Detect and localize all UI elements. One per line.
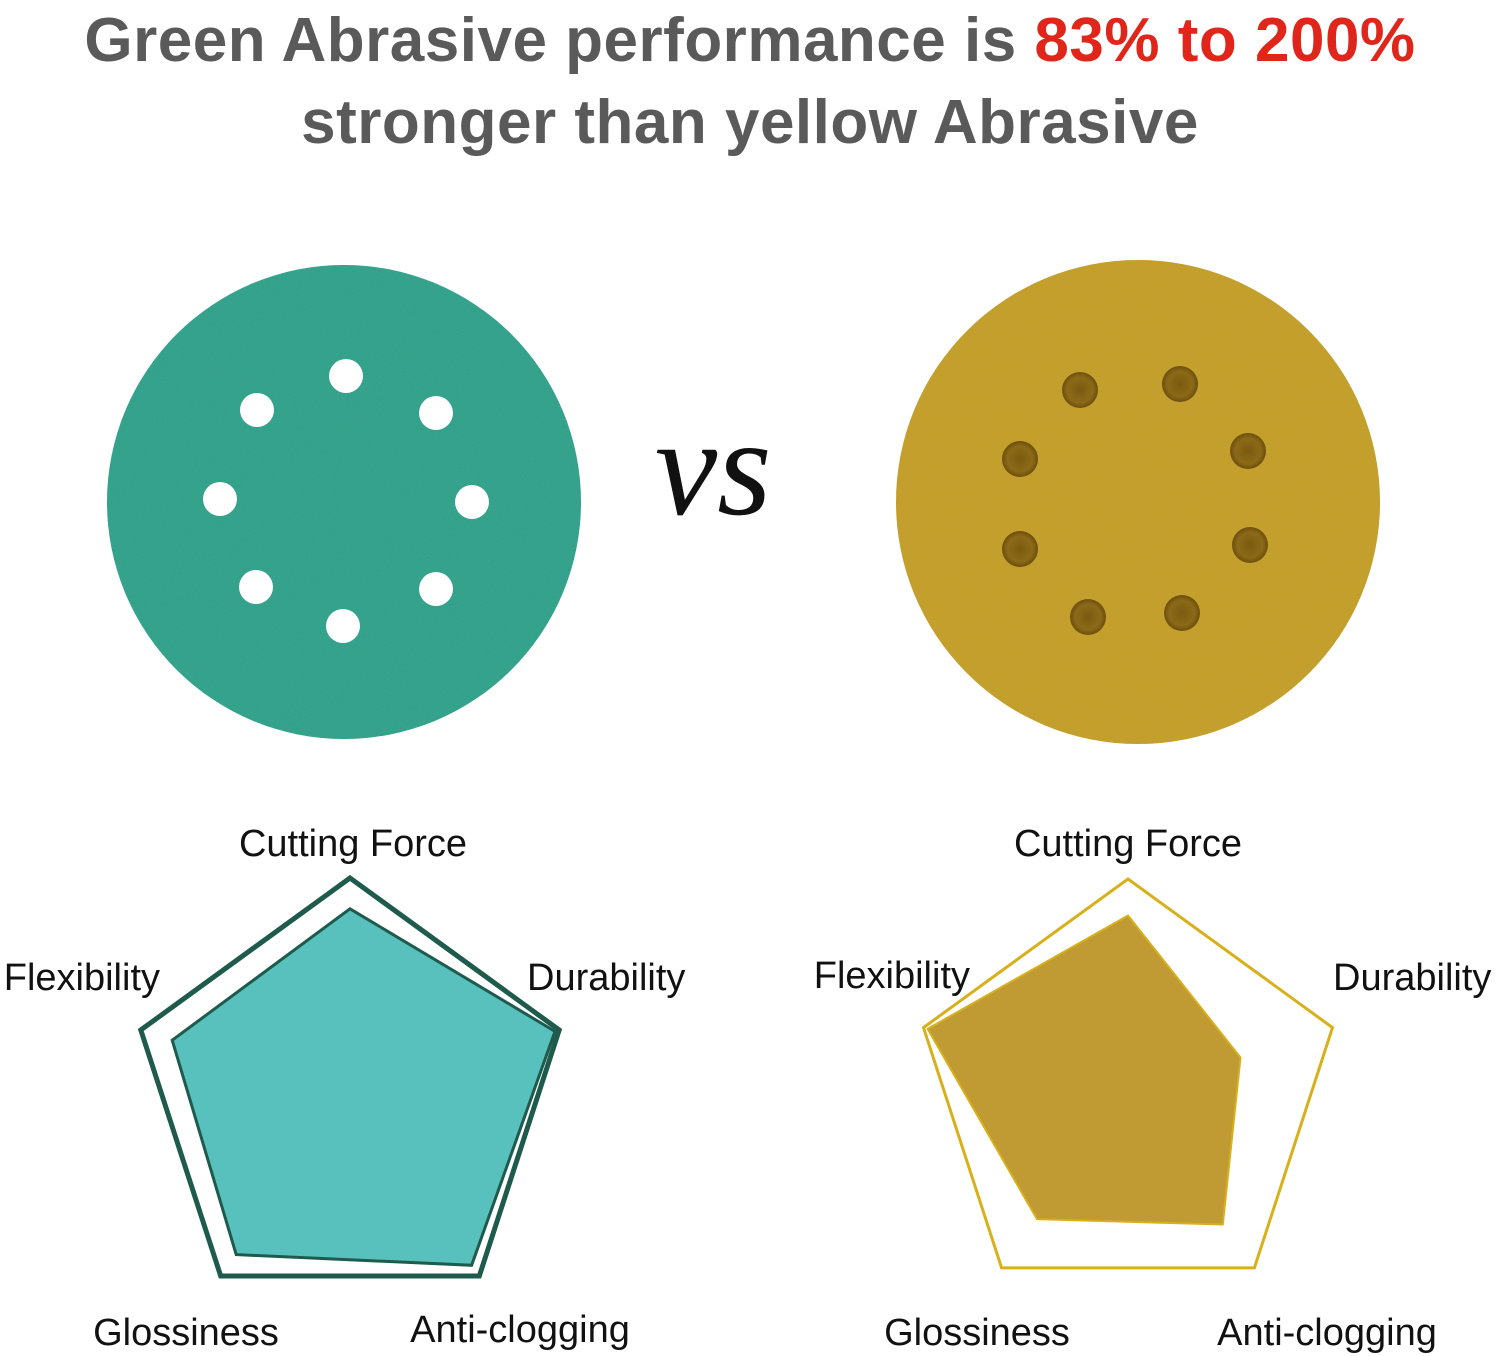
- disc-hole: [326, 609, 360, 643]
- yellow-disc-surface: [896, 260, 1380, 744]
- headline-prefix: Green Abrasive performance is: [84, 6, 1035, 75]
- yellow-disc-holes: [1002, 366, 1268, 635]
- disc-hole: [240, 393, 274, 427]
- yellow-sanding-disc: [896, 260, 1380, 744]
- radar-series-polygon: [170, 906, 557, 1267]
- radar-axis-label: Durability: [1333, 957, 1491, 999]
- radar-axis-label: Anti-clogging: [1217, 1312, 1437, 1354]
- radar-axis-label: Glossiness: [884, 1312, 1070, 1354]
- disc-hole: [419, 572, 453, 606]
- yellow-radar-chart: Cutting Force Durability Anti-clogging Glos…: [814, 823, 1492, 1354]
- radar-series-polygon: [926, 914, 1242, 1226]
- vs-text: VS: [655, 390, 772, 545]
- green-sanding-disc: [107, 265, 581, 739]
- green-radar-chart: Cutting Force Durability Anti-clogging Glos…: [4, 823, 686, 1354]
- green-disc-holes: [203, 359, 489, 643]
- disc-hole: [239, 570, 273, 604]
- disc-hole: [1230, 433, 1266, 469]
- headline-line-2: stronger than yellow Abrasive: [301, 88, 1199, 157]
- disc-hole: [1162, 366, 1198, 402]
- radar-axis-label: Flexibility: [4, 957, 160, 999]
- radar-axis-label: Durability: [527, 957, 685, 999]
- headline: Green Abrasive performance is 83% to 200…: [0, 0, 1500, 164]
- disc-hole: [1002, 531, 1038, 567]
- radar-axis-label: Anti-clogging: [410, 1309, 630, 1351]
- disc-hole: [455, 485, 489, 519]
- radar-outer-polygon: [137, 874, 563, 1279]
- disc-hole: [1062, 372, 1098, 408]
- vs-label: VS: [655, 398, 845, 538]
- disc-hole: [329, 359, 363, 393]
- disc-hole: [1070, 599, 1106, 635]
- radar-axis-label: Flexibility: [814, 955, 970, 997]
- radar-axis-label: Cutting Force: [239, 823, 467, 865]
- disc-hole: [419, 396, 453, 430]
- radar-outer-polygon: [921, 877, 1335, 1270]
- radar-axis-label: Glossiness: [93, 1312, 279, 1354]
- disc-hole: [203, 482, 237, 516]
- radar-axis-label: Cutting Force: [1014, 823, 1242, 865]
- headline-accent: 83% to 200%: [1034, 6, 1416, 75]
- green-disc-surface: [107, 265, 581, 739]
- disc-hole: [1002, 441, 1038, 477]
- headline-line-1: Green Abrasive performance is 83% to 200…: [0, 0, 1500, 82]
- disc-hole: [1164, 595, 1200, 631]
- disc-hole: [1232, 527, 1268, 563]
